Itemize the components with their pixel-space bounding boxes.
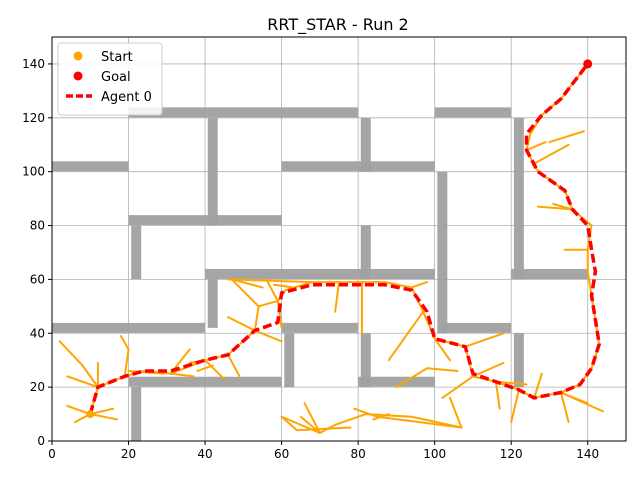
tree-edge — [227, 329, 256, 356]
tree-edge — [471, 361, 505, 378]
tree-edge — [204, 359, 226, 381]
tree-edge — [227, 316, 256, 332]
legend-swatch-goal — [73, 71, 83, 81]
y-tick-label: 100 — [22, 165, 45, 179]
tree-edge — [433, 337, 451, 362]
tree-edge — [372, 413, 390, 421]
y-tick-label: 140 — [22, 57, 45, 71]
x-tick-label: 60 — [274, 447, 289, 461]
tree-edge — [464, 332, 505, 348]
legend-swatch-start — [73, 51, 83, 61]
y-tick-label: 40 — [30, 326, 45, 340]
tree-edge — [559, 391, 605, 413]
y-tick-label: 20 — [30, 380, 45, 394]
tree-edge — [548, 130, 585, 144]
tree-edge — [284, 281, 314, 292]
plot-frame — [51, 36, 627, 442]
tree-edge — [81, 364, 99, 389]
tree-edge — [536, 205, 574, 211]
tree-edge — [227, 278, 314, 284]
tree-edge — [376, 415, 463, 429]
x-tick-label: 20 — [121, 447, 136, 461]
grid — [51, 37, 626, 442]
tree-edge — [265, 278, 279, 302]
y-tick-label: 80 — [30, 219, 45, 233]
tree-edge — [395, 367, 429, 389]
tree-edge — [66, 404, 92, 416]
x-tick-label: 120 — [500, 447, 523, 461]
legend-label: Goal — [101, 70, 131, 85]
y-tick-label: 120 — [22, 111, 45, 125]
tree-edge — [334, 413, 367, 426]
x-tick-label: 40 — [197, 447, 212, 461]
tree-edge — [272, 283, 295, 289]
x-tick-label: 100 — [423, 447, 446, 461]
tree-edge — [525, 132, 532, 152]
tree-edge — [334, 281, 340, 313]
tree-edge — [227, 353, 241, 378]
agent-0-path — [88, 62, 601, 415]
tree-edge — [525, 141, 547, 152]
tree-edge — [253, 329, 283, 343]
tree-edge — [410, 281, 429, 289]
x-tick-label: 0 — [48, 447, 56, 461]
chart-title: RRT_STAR - Run 2 — [267, 15, 408, 35]
legend-label: Agent 0 — [101, 90, 152, 105]
tree-edge — [295, 426, 352, 432]
tree-edge — [383, 281, 413, 289]
tree-edge — [169, 372, 195, 378]
tree-edge — [253, 305, 260, 332]
tree-edge — [257, 299, 279, 308]
tree-edge — [89, 413, 119, 421]
tree-edge — [119, 334, 130, 351]
tree-edge — [353, 407, 379, 418]
y-tick-label: 60 — [30, 272, 45, 286]
tree-edge — [494, 380, 501, 410]
tree-edge — [66, 375, 99, 389]
walls — [52, 107, 588, 441]
tree-edge — [230, 278, 260, 308]
tree-edge — [510, 388, 520, 424]
tree-edge — [303, 402, 321, 434]
tree-edge — [196, 364, 214, 372]
tree-edge — [559, 391, 570, 424]
tree-edge — [280, 415, 298, 432]
tree-edge — [533, 143, 570, 165]
goal-marker — [583, 59, 593, 69]
tree-edge — [426, 367, 459, 372]
agent-path — [88, 62, 601, 415]
legend-label: Start — [101, 50, 133, 65]
tree-edge — [387, 310, 425, 362]
tree-edge — [533, 372, 543, 399]
markers — [86, 59, 593, 419]
tree-edge — [586, 270, 593, 297]
tree-edge — [448, 396, 463, 429]
legend: Start Goal Agent 0 — [57, 42, 163, 116]
legend-box — [57, 42, 163, 116]
x-tick-label: 80 — [350, 447, 365, 461]
tree-edge — [586, 224, 593, 251]
start-marker — [86, 410, 95, 419]
y-tick-label: 0 — [37, 434, 45, 448]
x-tick-label: 140 — [576, 447, 599, 461]
axis-ticks: 0 20 40 60 80 100 120 140 0 20 40 60 80 100 120 140 — [22, 57, 599, 461]
tree-edge — [123, 348, 130, 378]
tree-edge — [441, 375, 474, 399]
tree-edge — [230, 278, 264, 289]
tree-edge — [58, 340, 84, 367]
